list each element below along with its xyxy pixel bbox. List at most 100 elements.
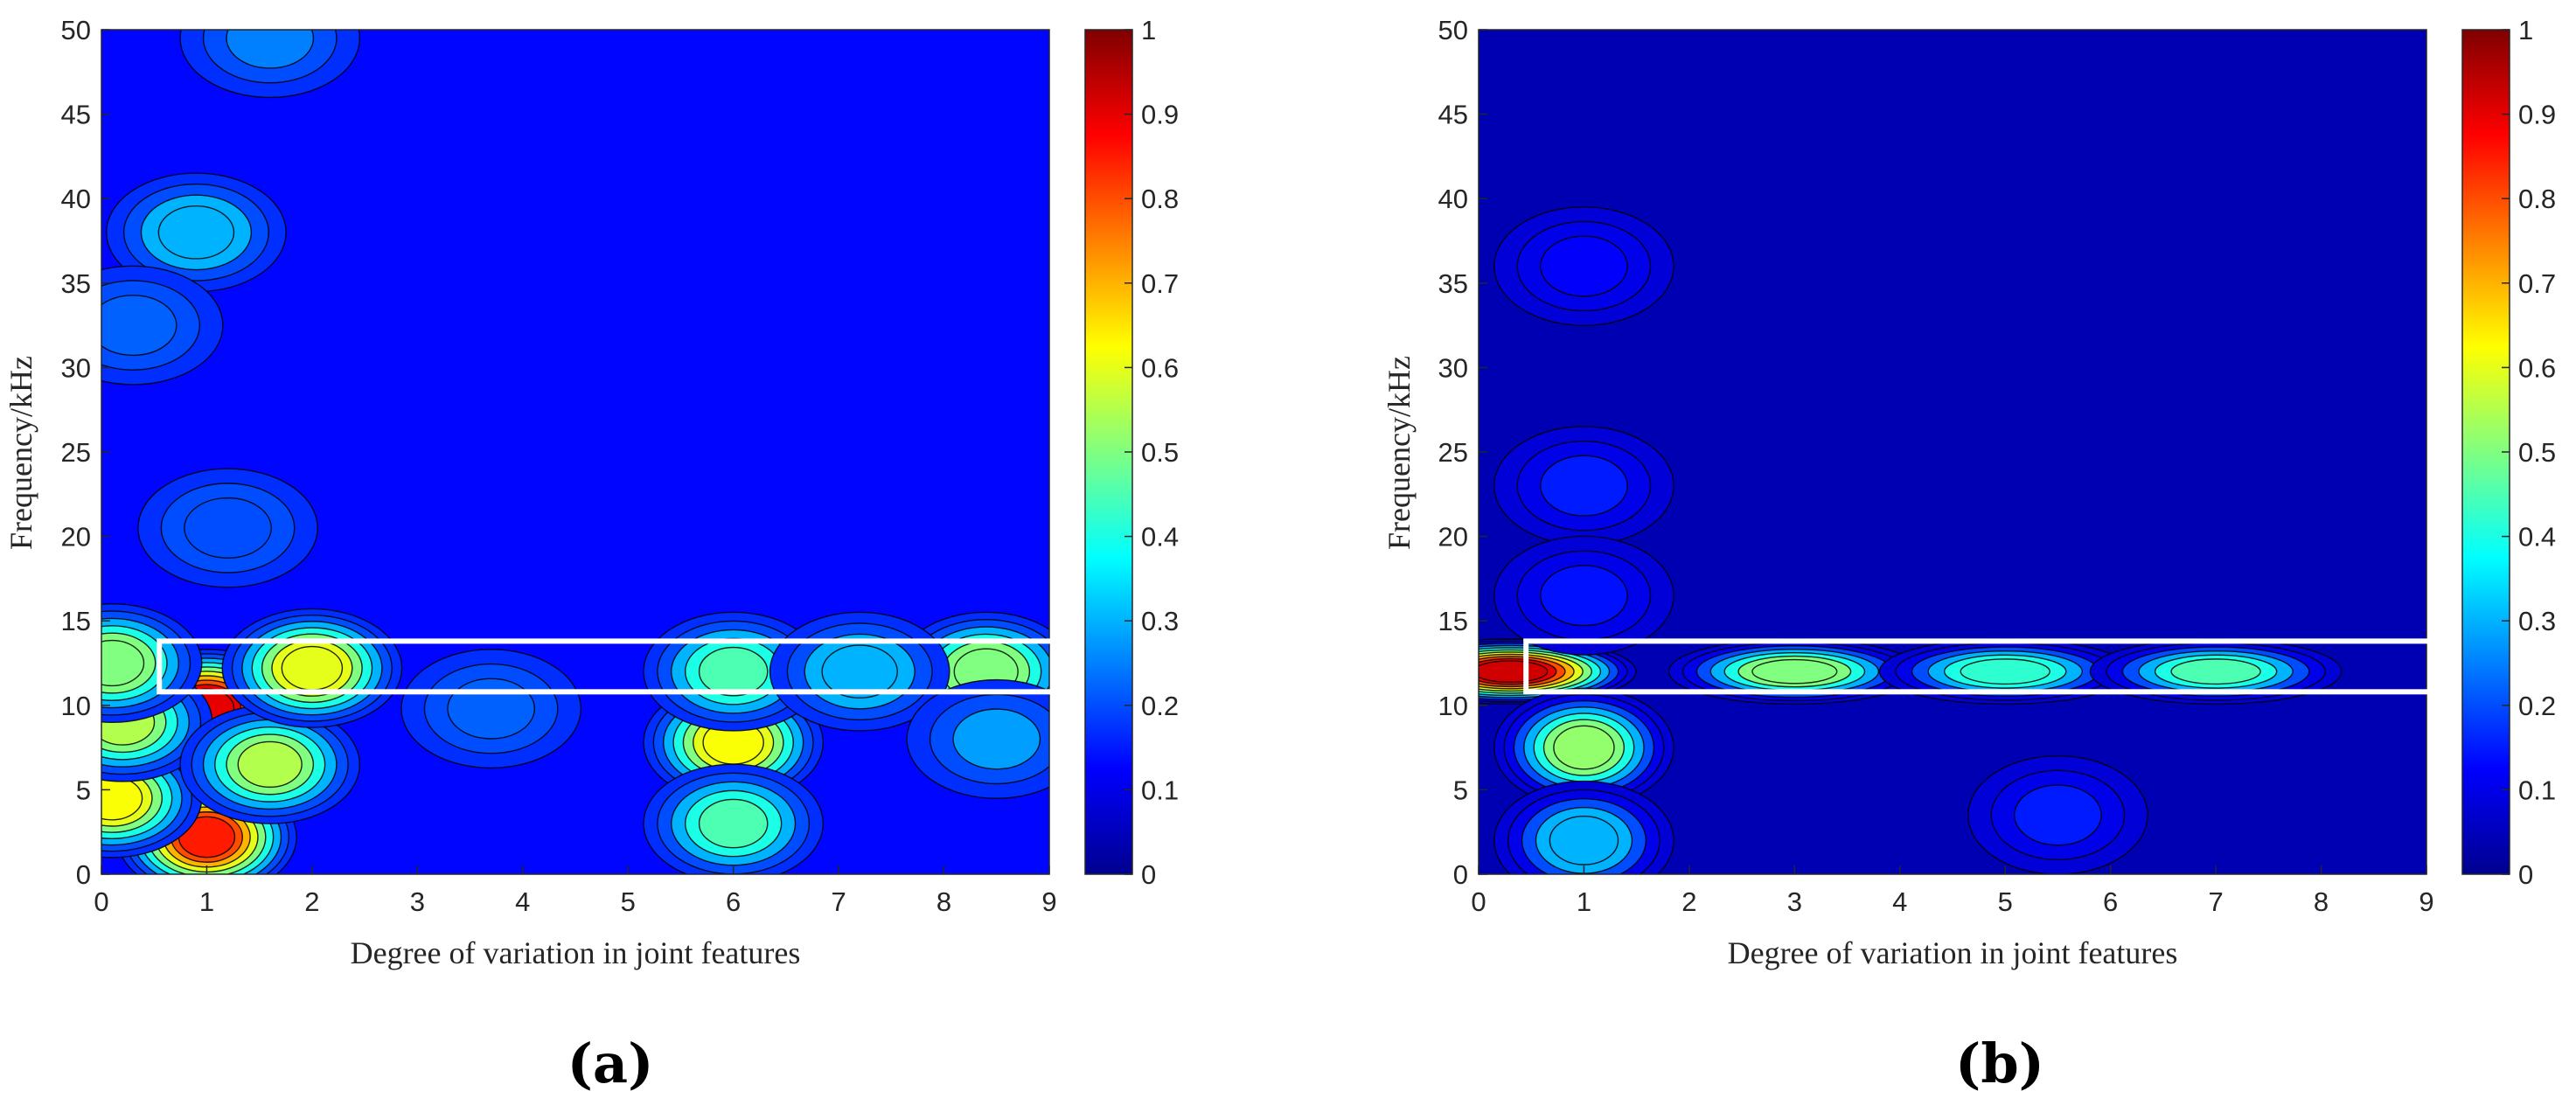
colorbar-tick-label: 0.7 — [2518, 268, 2556, 299]
colorbar-tick-label: 0.2 — [2518, 691, 2556, 721]
y-tick-label: 0 — [1453, 859, 1468, 890]
contour-band — [226, 30, 315, 69]
colorbar-tick-label: 0.5 — [1141, 437, 1179, 468]
y-tick-label: 40 — [61, 184, 91, 214]
contour-peak — [1493, 687, 1674, 808]
contour-band — [1540, 235, 1628, 297]
contour-peak — [643, 763, 825, 874]
y-tick-label: 30 — [61, 352, 91, 383]
y-tick-label: 5 — [1453, 775, 1468, 805]
x-tick-label: 5 — [621, 886, 636, 917]
contour-band — [1751, 658, 1838, 685]
x-tick-label: 0 — [1471, 886, 1486, 917]
x-tick-label: 1 — [1577, 886, 1591, 917]
colorbar-tick-label: 0.3 — [1141, 606, 1179, 636]
contour-peak — [1967, 754, 2148, 874]
contour-band — [1540, 455, 1628, 517]
y-tick-label: 10 — [61, 691, 91, 721]
x-tick-label: 6 — [2103, 886, 2118, 917]
x-tick-label: 2 — [304, 886, 319, 917]
contour-band — [101, 639, 145, 687]
contour-band — [698, 798, 769, 849]
y-tick-label: 20 — [61, 522, 91, 552]
y-tick-label: 25 — [1438, 437, 1468, 468]
contour-band — [2014, 784, 2102, 846]
y-axis-title-a: Frequency/kHz — [3, 356, 38, 550]
panel-label-a: (a) — [567, 1032, 654, 1095]
y-tick-label: 10 — [1438, 691, 1468, 721]
colorbar-tick-label: 0.1 — [2518, 775, 2556, 805]
y-tick-label: 50 — [61, 15, 91, 45]
y-tick-label: 45 — [1438, 100, 1468, 130]
contour-peak — [1878, 638, 2132, 705]
contour-peak — [179, 704, 361, 824]
contour-peak — [101, 603, 203, 723]
contour-field-b — [1479, 205, 2343, 874]
colorbar-tick-label: 0.4 — [1141, 522, 1179, 552]
contour-peak — [106, 172, 287, 293]
colorbar-tick-label: 0.4 — [2518, 522, 2556, 552]
contour-band — [1549, 816, 1619, 865]
contour-band — [184, 497, 272, 559]
contour-peak — [2089, 638, 2343, 705]
contour-band — [447, 678, 536, 740]
y-tick-label: 0 — [76, 859, 91, 890]
x-axis-title-b: Degree of variation in joint features — [1728, 935, 2178, 970]
colorbar-a: 0 0.1 0.2 0.3 0.4 0.5 0.6 0.7 0.8 0.9 1 — [1084, 15, 1179, 890]
x-tick-label: 9 — [2419, 886, 2433, 917]
contour-peak — [400, 649, 582, 769]
x-tick-label: 8 — [936, 886, 951, 917]
contour-band — [281, 645, 344, 691]
y-tick-label: 45 — [61, 100, 91, 130]
x-tick-label: 2 — [1681, 886, 1696, 917]
y-tick-label: 35 — [1438, 268, 1468, 299]
colorbar-tick-label: 0 — [2518, 859, 2533, 890]
colorbar-tick-label: 0.1 — [1141, 775, 1179, 805]
x-tick-label: 4 — [515, 886, 530, 917]
colorbar-tick-label: 0.7 — [1141, 268, 1179, 299]
colorbar-tick-label: 1 — [1141, 15, 1156, 45]
x-tick-label: 0 — [94, 886, 108, 917]
x-tick-label: 3 — [1787, 886, 1802, 917]
y-axis-title-b: Frequency/kHz — [1382, 356, 1417, 550]
contour-peak — [221, 608, 403, 728]
contour-peak — [906, 678, 1049, 799]
y-tick-label: 40 — [1438, 184, 1468, 214]
contour-band — [101, 295, 178, 357]
x-tick-label: 7 — [2208, 886, 2223, 917]
x-tick-label: 9 — [1041, 886, 1056, 917]
x-axis-title-a: Degree of variation in joint features — [351, 935, 801, 970]
contour-peak — [1493, 205, 1674, 326]
contour-peak — [1493, 780, 1674, 874]
contour-band — [952, 708, 1041, 770]
colorbar-tick-label: 0 — [1141, 859, 1156, 890]
x-tick-label: 7 — [831, 886, 846, 917]
y-tick-label: 30 — [1438, 352, 1468, 383]
y-tick-label: 50 — [1438, 15, 1468, 45]
contour-band — [1479, 660, 1549, 684]
colorbar-tick-label: 0.8 — [2518, 184, 2556, 214]
contour-band — [237, 740, 303, 789]
colorbar-tick-label: 0.3 — [2518, 606, 2556, 636]
colorbar-tick-label: 0.6 — [2518, 352, 2556, 383]
contour-band — [1553, 725, 1615, 770]
contour-band — [1960, 658, 2050, 685]
y-tick-label: 35 — [61, 268, 91, 299]
colorbar-tick-label: 1 — [2518, 15, 2533, 45]
colorbar-tick-label: 0.8 — [1141, 184, 1179, 214]
x-tick-label: 6 — [726, 886, 741, 917]
colorbar-tick-label: 0.9 — [1141, 100, 1179, 130]
y-tick-label: 25 — [61, 437, 91, 468]
colorbar-tick-label: 0.5 — [2518, 437, 2556, 468]
contour-band — [821, 644, 898, 698]
colorbar-tick-label: 0.9 — [2518, 100, 2556, 130]
contour-peak — [137, 468, 318, 588]
colorbar-tick-label: 0.2 — [1141, 691, 1179, 721]
x-tick-label: 3 — [410, 886, 425, 917]
contour-band — [157, 205, 235, 260]
contour-band — [698, 646, 769, 697]
y-tick-label: 15 — [61, 606, 91, 636]
